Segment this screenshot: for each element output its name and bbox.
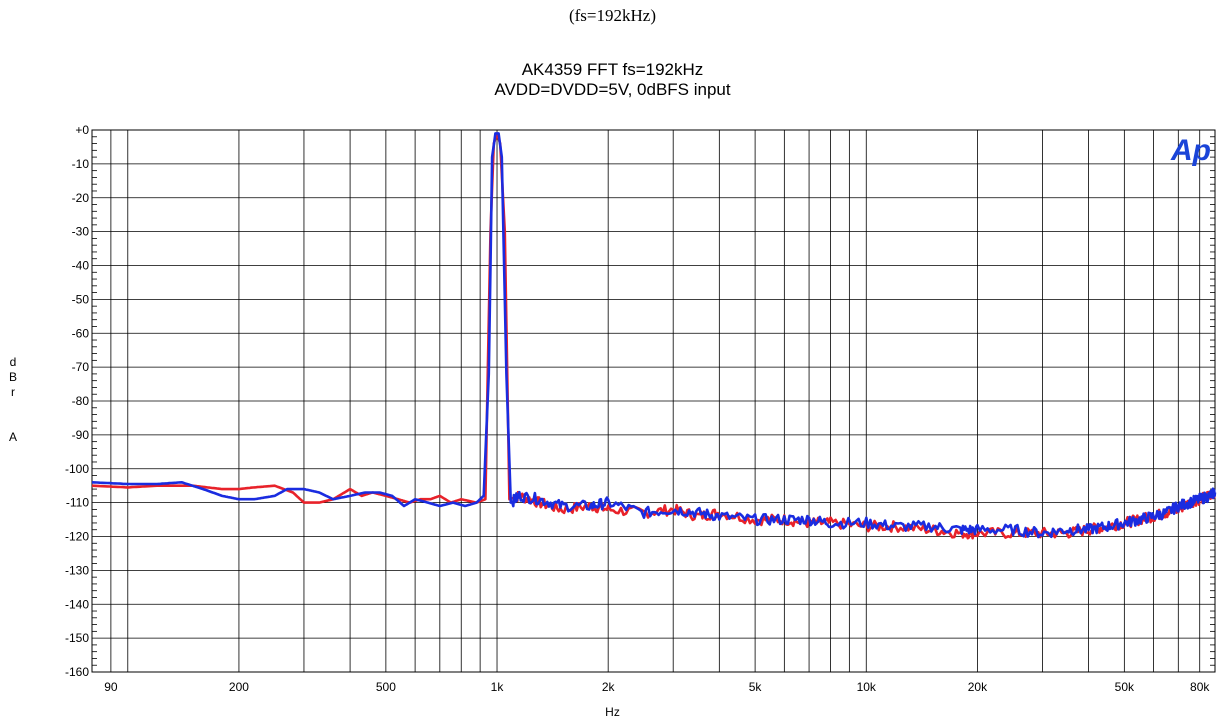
- y-tick-label: -30: [72, 225, 90, 239]
- x-tick-label: 200: [229, 680, 249, 694]
- series-line-1: [91, 132, 1216, 540]
- y-tick-label: -70: [72, 360, 90, 374]
- x-tick-label: 1k: [491, 680, 505, 694]
- y-tick-label: -90: [72, 428, 90, 442]
- y-tick-label: -50: [72, 292, 90, 306]
- x-tick-label: 10k: [857, 680, 877, 694]
- y-tick-label: -100: [65, 462, 89, 476]
- chart-title: AK4359 FFT fs=192kHz: [521, 60, 704, 79]
- y-tick-label: -40: [72, 259, 90, 273]
- y-tick-label: -160: [65, 665, 89, 679]
- y-tick-label: +0: [75, 123, 89, 137]
- y-axis-label-d: d: [9, 355, 17, 369]
- x-tick-label: 80k: [1190, 680, 1210, 694]
- y-tick-label: -120: [65, 530, 89, 544]
- ap-logo: Ap: [1170, 134, 1211, 167]
- figure-caption: (fs=192kHz): [568, 6, 656, 25]
- y-tick-label: -110: [66, 496, 89, 510]
- y-tick-label: -20: [72, 191, 90, 205]
- series-line-2: [91, 132, 1217, 539]
- y-axis-label-r: r: [11, 385, 15, 399]
- x-axis-label: Hz: [605, 705, 620, 719]
- x-tick-label: 90: [104, 680, 118, 694]
- x-tick-label: 2k: [602, 680, 616, 694]
- y-tick-label: -80: [72, 394, 90, 408]
- x-tick-label: 20k: [968, 680, 988, 694]
- x-tick-label: 50k: [1115, 680, 1135, 694]
- chart-subtitle: AVDD=DVDD=5V, 0dBFS input: [494, 80, 731, 99]
- y-axis-label-b: B: [8, 370, 17, 384]
- y-axis-label-a: A: [8, 430, 17, 444]
- y-tick-label: -150: [65, 631, 89, 645]
- y-tick-label: -10: [72, 157, 90, 171]
- y-tick-label: -140: [65, 597, 89, 611]
- y-tick-label: -130: [65, 563, 89, 577]
- x-tick-label: 5k: [749, 680, 763, 694]
- x-tick-label: 500: [376, 680, 396, 694]
- y-tick-label: -60: [72, 326, 90, 340]
